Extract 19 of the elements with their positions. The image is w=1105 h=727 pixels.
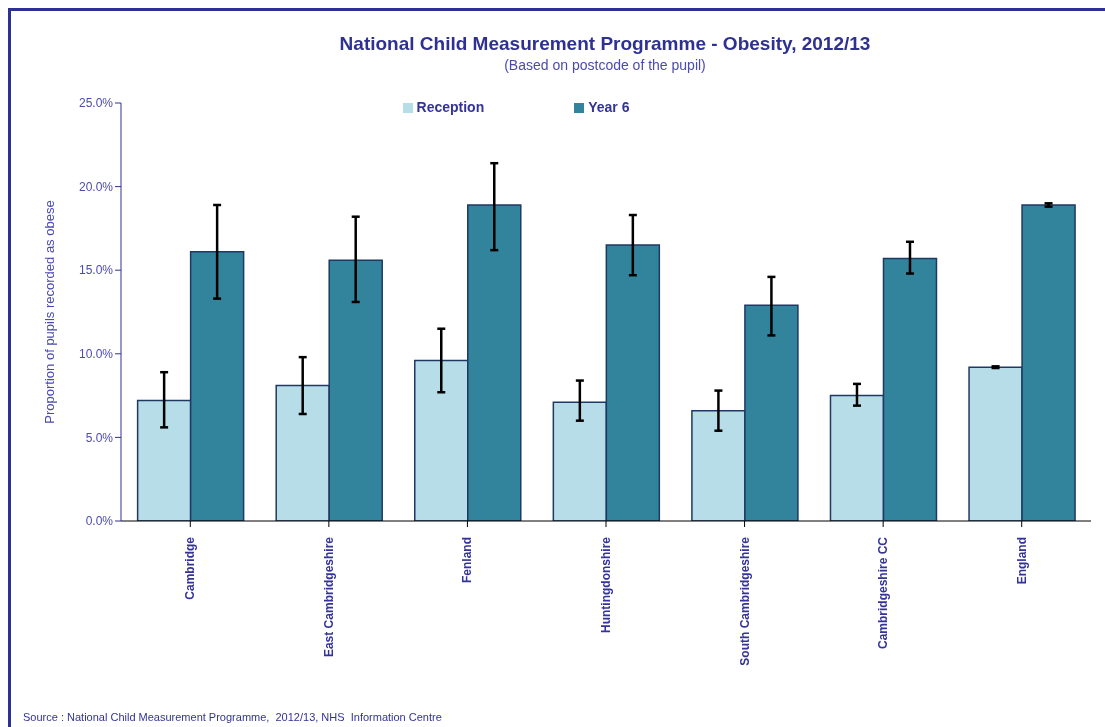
x-tick-label: South Cambridgeshire	[737, 536, 752, 666]
x-tick-label: Huntingdonshire	[599, 536, 613, 633]
x-tick-label: Cambridgeshire CC	[876, 536, 891, 650]
y-tick-label: 5.0%	[85, 430, 114, 445]
chart-subtitle: (Based on postcode of the pupil)	[503, 57, 707, 73]
y-tick-label: 10.0%	[78, 347, 114, 362]
chart-title: National Child Measurement Programme - Obesity, 2012/13	[338, 33, 872, 55]
legend-label: Reception	[416, 99, 485, 115]
x-tick-label: East Cambridgeshire	[321, 536, 336, 658]
y-tick-label: 15.0%	[78, 263, 114, 278]
y-tick-label: 20.0%	[78, 179, 114, 194]
y-tick-label: 0.0%	[85, 514, 114, 529]
x-tick-label: Cambridge	[183, 536, 198, 600]
x-tick-label: England	[1014, 537, 1029, 585]
x-tick-label: Fenland	[460, 537, 475, 584]
legend-label: Year 6	[588, 99, 630, 115]
source-note: Source : National Child Measurement Programme, 2012/13, NHS Information Centre	[23, 711, 442, 723]
y-axis-title: Proportion of pupils recorded as obese	[41, 200, 57, 424]
y-tick-label: 25.0%	[78, 96, 114, 111]
